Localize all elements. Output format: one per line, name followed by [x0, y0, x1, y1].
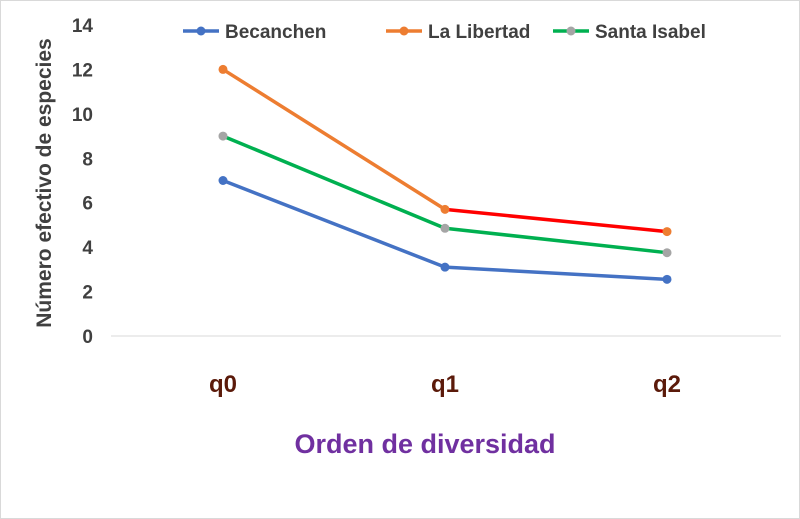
- y-tick-label: 0: [82, 327, 93, 348]
- series-santa-isabel: [218, 131, 672, 258]
- legend-marker: [196, 26, 206, 36]
- data-point-q1: [440, 262, 450, 272]
- series-la-libertad: [218, 64, 672, 237]
- y-tick-label: 8: [82, 149, 93, 170]
- y-tick-label: 4: [82, 238, 93, 259]
- series-line-segment: [443, 265, 669, 282]
- series-line-segment: [221, 67, 447, 212]
- data-point-q2: [662, 227, 672, 237]
- legend-item-becanchen: Becanchen: [183, 22, 326, 43]
- data-point-q2: [662, 274, 672, 284]
- legend-item-la-libertad: La Libertad: [386, 22, 530, 43]
- y-axis-ticks: 0 2 4 6 8 10 12 14: [72, 16, 94, 348]
- data-point-q1: [440, 223, 450, 233]
- x-axis-title: Orden de diversidad: [294, 429, 555, 459]
- legend: Becanchen La Libertad Santa Isabel: [183, 22, 706, 43]
- data-point-q0: [218, 176, 228, 185]
- series-line-segment: [443, 207, 669, 234]
- x-tick-label-q1: q1: [431, 371, 459, 398]
- data-point-q0: [218, 131, 228, 141]
- series-line-segment: [221, 134, 447, 231]
- data-point-q2: [662, 248, 672, 258]
- x-axis-ticks: q0 q1 q2: [209, 371, 681, 398]
- series-becanchen: [218, 176, 672, 284]
- legend-marker: [399, 26, 409, 36]
- y-tick-label: 14: [72, 16, 94, 37]
- y-tick-label: 2: [82, 283, 93, 304]
- y-axis-title: Número efectivo de especies: [33, 38, 56, 327]
- x-tick-label-q2: q2: [653, 371, 681, 398]
- legend-label: La Libertad: [428, 22, 530, 43]
- data-point-q1: [440, 204, 450, 214]
- series-line-segment: [443, 226, 669, 255]
- legend-marker: [566, 26, 576, 36]
- x-tick-label-q0: q0: [209, 371, 237, 398]
- y-tick-label: 6: [82, 194, 93, 215]
- y-tick-label: 10: [72, 105, 93, 126]
- data-point-q0: [218, 64, 228, 74]
- series-line-segment: [221, 178, 447, 269]
- legend-label: Becanchen: [225, 22, 326, 43]
- y-tick-label: 12: [72, 60, 93, 81]
- series-layer: [218, 64, 672, 284]
- legend-item-santa-isabel: Santa Isabel: [553, 22, 706, 43]
- legend-label: Santa Isabel: [595, 22, 706, 43]
